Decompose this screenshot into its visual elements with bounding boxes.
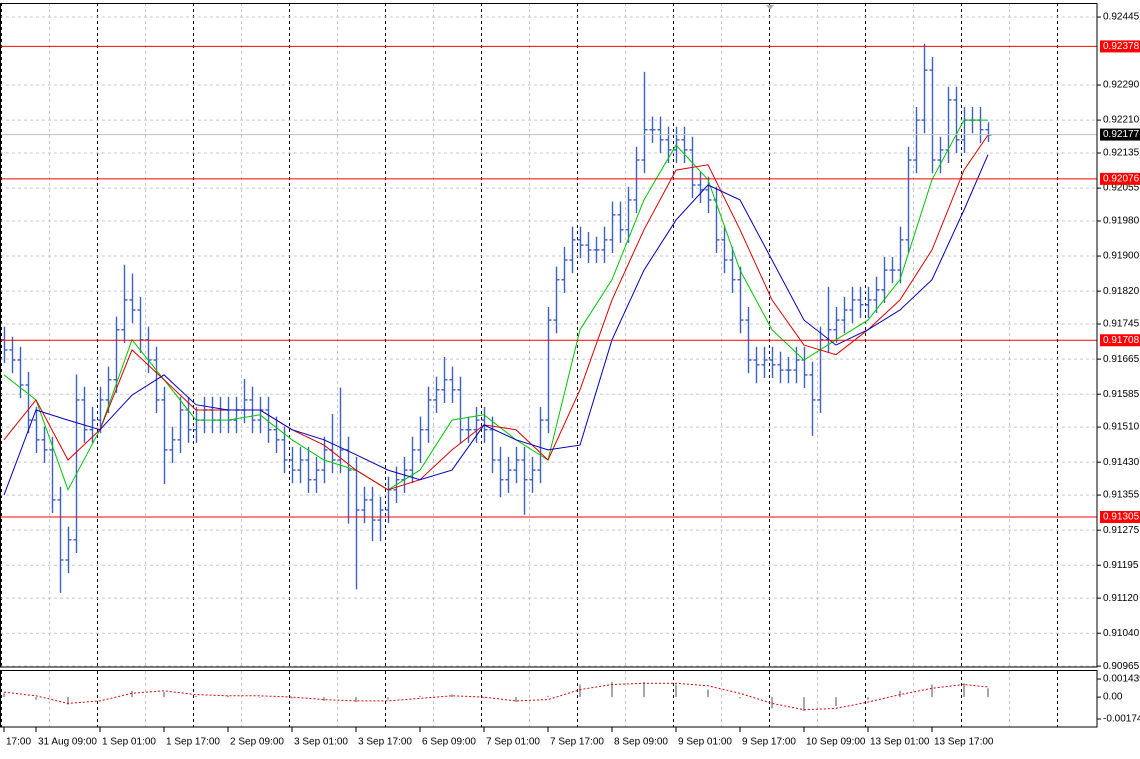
histogram-bar — [611, 682, 613, 698]
histogram-bar — [987, 688, 989, 698]
x-tick-label: 2 Sep 09:00 — [230, 737, 284, 748]
y-tick-label: 0.91585 — [1103, 389, 1140, 400]
histogram-bar — [3, 693, 5, 698]
y-tick-label: 0.91195 — [1103, 560, 1139, 571]
price-frame — [0, 3, 1098, 668]
moving-average — [3, 134, 989, 491]
axes: 0.92445 0.92290 0.92210 0.92135 0.92055 0.919… — [3, 12, 1140, 748]
level-label: 0.91305 — [1103, 512, 1140, 523]
y-tick-label: 0.92055 — [1103, 183, 1140, 194]
x-tick-label: 7 Sep 17:00 — [550, 737, 604, 748]
y-tick-label: 0.91900 — [1103, 251, 1140, 262]
histogram-bar — [675, 684, 677, 698]
y-tick-label: -0.00174 — [1103, 714, 1140, 725]
histogram-bar — [195, 695, 197, 698]
histogram-bar — [899, 690, 901, 698]
x-tick-label: 6 Sep 09:00 — [422, 737, 476, 748]
histogram-bar — [867, 697, 869, 700]
x-tick-label: 13 Sep 17:00 — [934, 737, 994, 748]
x-tick-label: 7 Sep 01:00 — [486, 737, 540, 748]
histogram-bar — [67, 697, 69, 705]
x-tick-label: 9 Sep 01:00 — [678, 737, 732, 748]
histogram-bar — [227, 695, 229, 698]
last-price-label: 0.92177 — [1103, 129, 1140, 140]
moving-average — [3, 154, 989, 496]
histogram-bar — [931, 684, 933, 698]
y-tick-label: 0.91275 — [1103, 525, 1140, 536]
level-label-box — [1100, 40, 1140, 53]
x-tick-label: 17:00 — [6, 737, 31, 748]
x-tick-label: 10 Sep 09:00 — [806, 737, 866, 748]
y-tick-label: 0.92290 — [1103, 80, 1140, 91]
x-tick-label: 8 Sep 09:00 — [614, 737, 668, 748]
histogram-bar — [643, 682, 645, 698]
oscillator-pane — [1, 671, 1058, 727]
x-tick-label: 3 Sep 01:00 — [294, 737, 348, 748]
histogram-bar — [835, 697, 837, 706]
histogram-bar — [515, 697, 517, 703]
histogram-bar — [259, 697, 261, 698]
histogram-bar — [163, 692, 165, 698]
x-tick-label: 13 Sep 01:00 — [870, 737, 930, 748]
y-tick-label: 0.92210 — [1103, 115, 1140, 126]
price-pane — [0, 3, 1097, 667]
histogram-bar — [419, 695, 421, 698]
level-label: 0.92378 — [1103, 41, 1140, 52]
x-tick-label: 1 Sep 17:00 — [166, 737, 220, 748]
y-tick-label: 0.91430 — [1103, 457, 1140, 468]
y-tick-label: 0.91510 — [1103, 422, 1140, 433]
y-tick-label: 0.92135 — [1103, 148, 1140, 159]
y-tick-label: 0.92445 — [1103, 12, 1140, 23]
y-tick-label: 0.001439 — [1103, 674, 1140, 685]
histogram-bar — [35, 697, 37, 700]
histogram-bar — [739, 697, 741, 699]
histogram-bar — [483, 697, 485, 699]
y-tick-label: 0.00 — [1103, 692, 1123, 703]
level-label: 0.91708 — [1103, 335, 1140, 346]
y-tick-label: 0.90965 — [1103, 661, 1140, 672]
y-tick-label: 0.91120 — [1103, 593, 1139, 604]
histogram-bar — [579, 684, 581, 698]
x-tick-label: 3 Sep 17:00 — [358, 737, 412, 748]
histogram-bar — [323, 697, 325, 701]
level-label-box — [1100, 334, 1140, 347]
y-tick-label: 0.91980 — [1103, 216, 1140, 227]
histogram-bar — [99, 697, 101, 698]
histogram-bar — [355, 697, 357, 703]
y-tick-label: 0.91665 — [1103, 354, 1140, 365]
histogram-bar — [291, 697, 293, 699]
histogram-bar — [803, 697, 805, 711]
y-tick-label: 0.91745 — [1103, 319, 1140, 330]
histogram-bar — [451, 694, 453, 698]
histogram-bar — [963, 683, 965, 698]
histogram-bar — [547, 695, 549, 698]
histogram-bar — [771, 697, 773, 709]
y-tick-label: 0.91040 — [1103, 628, 1140, 639]
x-tick-label: 9 Sep 17:00 — [742, 737, 796, 748]
last-price-box — [1100, 128, 1140, 141]
x-tick-label: 1 Sep 01:00 — [102, 737, 156, 748]
histogram-bar — [387, 697, 389, 700]
x-tick-label: 31 Aug 09:00 — [38, 737, 97, 748]
level-label-box — [1100, 172, 1140, 185]
y-tick-label: 0.91355 — [1103, 490, 1140, 501]
level-label-box — [1100, 511, 1140, 524]
oscillator-frame — [0, 670, 1098, 728]
histogram-bar — [131, 690, 133, 698]
y-tick-label: 0.91820 — [1103, 286, 1140, 297]
level-label: 0.92076 — [1103, 174, 1140, 185]
shift-marker — [766, 5, 774, 10]
histogram-bar — [707, 689, 709, 698]
